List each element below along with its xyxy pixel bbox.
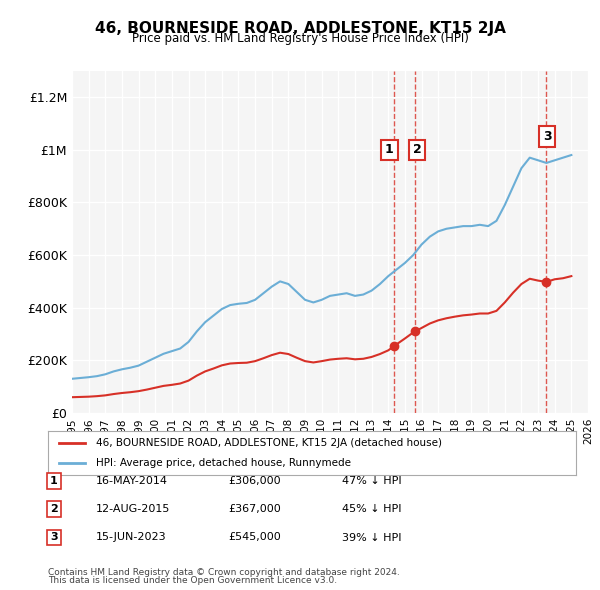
Text: 47% ↓ HPI: 47% ↓ HPI <box>342 476 401 486</box>
Text: 3: 3 <box>543 130 551 143</box>
Text: 2: 2 <box>50 504 58 514</box>
Text: 12-AUG-2015: 12-AUG-2015 <box>96 504 170 514</box>
Text: £367,000: £367,000 <box>228 504 281 514</box>
Text: 16-MAY-2014: 16-MAY-2014 <box>96 476 168 486</box>
Text: Price paid vs. HM Land Registry's House Price Index (HPI): Price paid vs. HM Land Registry's House … <box>131 32 469 45</box>
Text: 45% ↓ HPI: 45% ↓ HPI <box>342 504 401 514</box>
Text: £306,000: £306,000 <box>228 476 281 486</box>
Text: 1: 1 <box>50 476 58 486</box>
Text: This data is licensed under the Open Government Licence v3.0.: This data is licensed under the Open Gov… <box>48 576 337 585</box>
Text: 1: 1 <box>385 143 394 156</box>
Text: 15-JUN-2023: 15-JUN-2023 <box>96 533 167 542</box>
Text: Contains HM Land Registry data © Crown copyright and database right 2024.: Contains HM Land Registry data © Crown c… <box>48 568 400 577</box>
Text: £545,000: £545,000 <box>228 533 281 542</box>
Text: 39% ↓ HPI: 39% ↓ HPI <box>342 533 401 542</box>
Text: 46, BOURNESIDE ROAD, ADDLESTONE, KT15 2JA: 46, BOURNESIDE ROAD, ADDLESTONE, KT15 2J… <box>95 21 505 35</box>
Text: 2: 2 <box>413 143 421 156</box>
Text: 3: 3 <box>50 533 58 542</box>
Text: HPI: Average price, detached house, Runnymede: HPI: Average price, detached house, Runn… <box>95 458 350 467</box>
Text: 46, BOURNESIDE ROAD, ADDLESTONE, KT15 2JA (detached house): 46, BOURNESIDE ROAD, ADDLESTONE, KT15 2J… <box>95 438 442 448</box>
